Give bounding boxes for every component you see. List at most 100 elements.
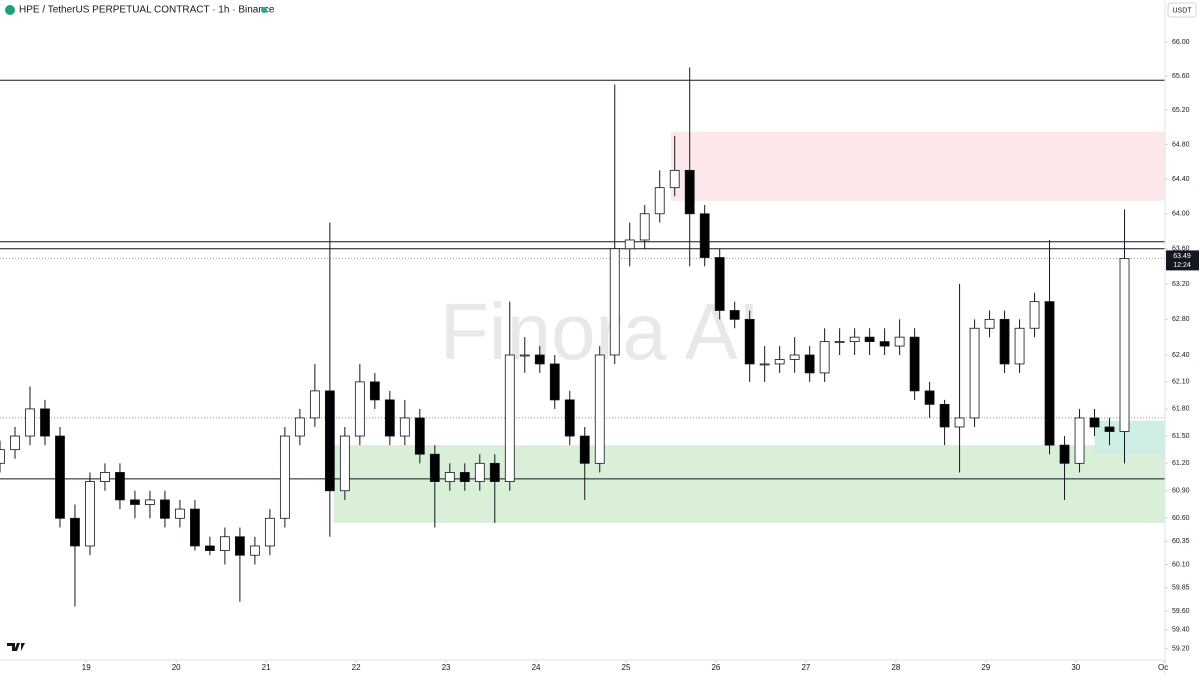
candle-body — [864, 336, 875, 343]
y-tick-label: 65.20 — [1172, 107, 1190, 114]
candle-body — [534, 354, 545, 365]
candle-body — [474, 462, 485, 482]
candle-body — [849, 336, 860, 343]
candle-body — [954, 417, 965, 428]
candle-body — [384, 399, 395, 437]
x-tick-label: 26 — [711, 663, 720, 672]
candle-body — [819, 341, 830, 374]
symbol-logo — [5, 5, 15, 15]
y-tick-label: 64.40 — [1172, 176, 1190, 183]
candle-body — [1059, 444, 1070, 464]
candle-body — [414, 417, 425, 455]
candle-body — [40, 408, 50, 437]
currency-box[interactable] — [1167, 2, 1197, 18]
candle-body — [999, 318, 1010, 365]
candle-body — [789, 354, 800, 360]
x-tick-label: 28 — [891, 663, 900, 672]
candle-body — [714, 257, 725, 311]
candle-body — [834, 341, 845, 344]
candle-body — [249, 545, 260, 556]
y-tick-label: 64.00 — [1172, 211, 1190, 218]
candle-body — [639, 213, 650, 241]
y-tick-label: 60.10 — [1172, 561, 1190, 568]
candle-body — [1044, 301, 1055, 446]
candle-body — [339, 435, 350, 492]
x-tick-label: 25 — [622, 663, 631, 672]
plot-area — [0, 79, 1165, 523]
x-tick-label: 24 — [532, 663, 541, 672]
candle-body — [429, 453, 440, 482]
candle-body — [684, 169, 695, 215]
candle-body — [804, 354, 815, 374]
candle-body — [879, 341, 890, 347]
candle-body — [220, 536, 230, 552]
y-tick-label: 59.40 — [1172, 627, 1190, 634]
candle-body — [130, 499, 140, 505]
candle-body — [564, 399, 575, 437]
x-tick-label: Oc — [1158, 663, 1168, 672]
y-tick-label: 60.60 — [1172, 515, 1190, 522]
y-tick-label: 63.60 — [1172, 246, 1190, 253]
candle-body — [25, 408, 35, 437]
y-tick-label: 59.60 — [1172, 608, 1190, 615]
y-tick-label: 59.20 — [1172, 646, 1190, 653]
y-tick-label: 64.80 — [1172, 141, 1190, 148]
candle-body — [70, 517, 80, 547]
candle-body — [1089, 417, 1100, 428]
marks — [0, 67, 1130, 607]
candle-body — [10, 435, 20, 451]
y-tick-label: 62.10 — [1172, 379, 1190, 386]
candle-body — [190, 508, 200, 547]
y-tick-label: 66.00 — [1172, 39, 1190, 46]
candle-body — [549, 363, 560, 401]
y-tick-label: 61.20 — [1172, 460, 1190, 467]
candle-body — [594, 354, 605, 464]
candle-body — [939, 403, 950, 428]
tv-logo — [7, 643, 25, 651]
zone — [1094, 420, 1165, 455]
candle-body — [324, 390, 335, 492]
candle-body — [759, 363, 770, 366]
candle-body — [264, 517, 275, 547]
candle-body — [924, 390, 935, 405]
zone — [333, 445, 1165, 523]
x-tick-label: 22 — [352, 663, 361, 672]
countdown: 12:24 — [1173, 262, 1191, 269]
x-tick-label: 29 — [981, 663, 990, 672]
y-tick-label: 61.80 — [1172, 406, 1190, 413]
candle-body — [909, 336, 920, 392]
x-tick-label: 30 — [1071, 663, 1080, 672]
candle-body — [55, 435, 65, 519]
candle-body — [504, 354, 515, 482]
candle-body — [519, 354, 530, 357]
x-tick-label: 20 — [172, 663, 181, 672]
candle-body — [1029, 301, 1040, 329]
zone — [670, 131, 1165, 201]
candle-body — [354, 381, 365, 437]
candle-body — [234, 536, 245, 556]
candle-body — [369, 381, 380, 401]
candle-body — [309, 390, 320, 419]
candle-body — [489, 462, 500, 482]
candle-body — [399, 417, 410, 437]
candle-body — [294, 417, 305, 437]
candle-body — [444, 472, 455, 482]
y-tick-label: 60.90 — [1172, 488, 1190, 495]
y-tick-label: 61.50 — [1172, 433, 1190, 440]
candle-body — [984, 318, 995, 329]
candle-body — [1104, 426, 1115, 432]
x-tick-label: 27 — [801, 663, 810, 672]
y-tick-label: 60.35 — [1172, 538, 1190, 545]
candle-body — [0, 449, 5, 464]
candle-body — [100, 472, 110, 482]
candle-body — [894, 336, 905, 347]
candle-body — [729, 310, 740, 320]
candle-body — [669, 169, 680, 189]
candle-body — [160, 499, 170, 519]
y-tick-label: 62.40 — [1172, 352, 1190, 359]
status-dot — [261, 7, 267, 13]
candle-body — [175, 508, 185, 519]
chart-title: HPE / TetherUS PERPETUAL CONTRACT · 1h ·… — [19, 5, 275, 16]
y-tick-label: 59.85 — [1172, 585, 1190, 592]
candle-body — [1014, 327, 1025, 365]
